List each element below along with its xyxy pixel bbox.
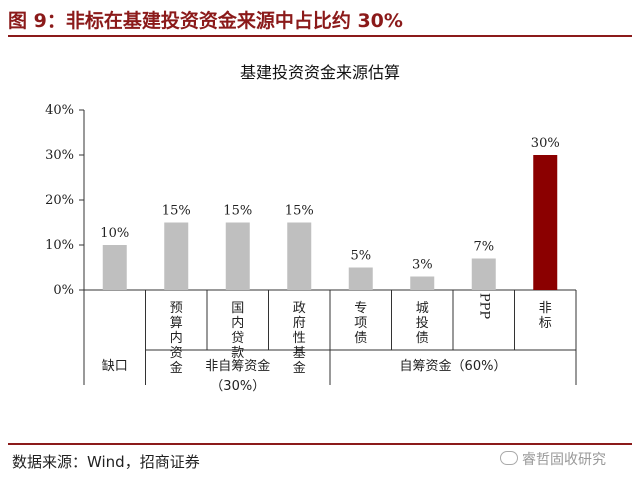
category-label-char: 性 [293,331,306,346]
category-label-char: 资 [170,346,183,361]
category-label-char: 预 [170,301,183,316]
data-label: 15% [285,204,314,219]
y-tick-label: 10% [45,238,74,253]
category-label: 非标 [539,301,552,331]
category-label: 政府性基金 [293,301,306,376]
source-rule [8,443,632,445]
category-label-char: 债 [354,331,367,346]
category-label-char: 金 [293,360,306,376]
group-label-gap: 缺口 [102,359,128,374]
y-tick-label: 0% [53,283,74,298]
source-note: 数据来源：Wind，招商证券 [12,453,200,471]
category-label-char: 内 [231,315,244,331]
y-tick-label: 30% [45,148,74,163]
category-label: 专项债 [354,301,367,346]
data-label: 10% [100,226,129,241]
bar [471,258,496,290]
bar [348,267,373,290]
bar [164,222,189,290]
data-label: 15% [162,204,191,219]
category-label: PPP [476,293,491,319]
category-label-char: 基 [293,346,306,361]
data-label: 5% [350,249,371,264]
category-label-char: 金 [170,360,183,376]
bar-chart: 基建投资资金来源估算 0% 10% 20% 30% 40% 10% 15% 15% 15% 5%… [45,63,577,394]
category-label-char: 投 [416,315,429,331]
category-label: 预算内资金 [170,301,183,376]
category-label-char: 款 [231,346,244,361]
bar [410,276,435,290]
category-label-char: 政 [293,301,306,316]
bar [102,245,127,290]
figure-title: 图 9：非标在基建投资资金来源中占比约 30% [8,10,403,32]
category-label-char: 项 [354,316,367,331]
category-label-char: 国 [231,301,244,316]
y-tick-label: 20% [45,193,74,208]
category-label-char: 债 [416,331,429,346]
bars [102,155,558,290]
category-label-char: 非 [539,301,552,316]
category-label-char: 算 [170,316,183,331]
data-label: 3% [412,258,433,273]
chart-title: 基建投资资金来源估算 [240,63,400,82]
data-label: 15% [223,204,252,219]
category-label: 国内贷款 [231,301,244,361]
wechat-icon [500,451,518,465]
bar [225,222,250,290]
watermark: 睿哲固收研究 [500,449,606,469]
title-rule [8,35,632,37]
group-label-nonself: 非自筹资金 [205,358,270,374]
group-sublabel-nonself: （30%） [210,379,265,394]
y-tick-label: 40% [45,103,74,118]
category-label-char: 内 [170,330,183,346]
category-label-char: 标 [539,316,552,331]
bar [533,155,558,290]
bar [287,222,312,290]
category-label-char: 府 [293,316,306,331]
group-label-self: 自筹资金（60%） [400,358,507,374]
category-label: 城投债 [416,301,429,346]
data-label: 7% [473,240,494,255]
category-label-char: 城 [416,301,429,316]
data-labels: 10% 15% 15% 15% 5% 3% 7% 30% [100,136,559,273]
category-label-char: 专 [354,301,367,316]
watermark-text: 睿哲固收研究 [522,452,606,468]
category-label-char: 贷 [231,331,244,346]
data-label: 30% [531,136,560,151]
